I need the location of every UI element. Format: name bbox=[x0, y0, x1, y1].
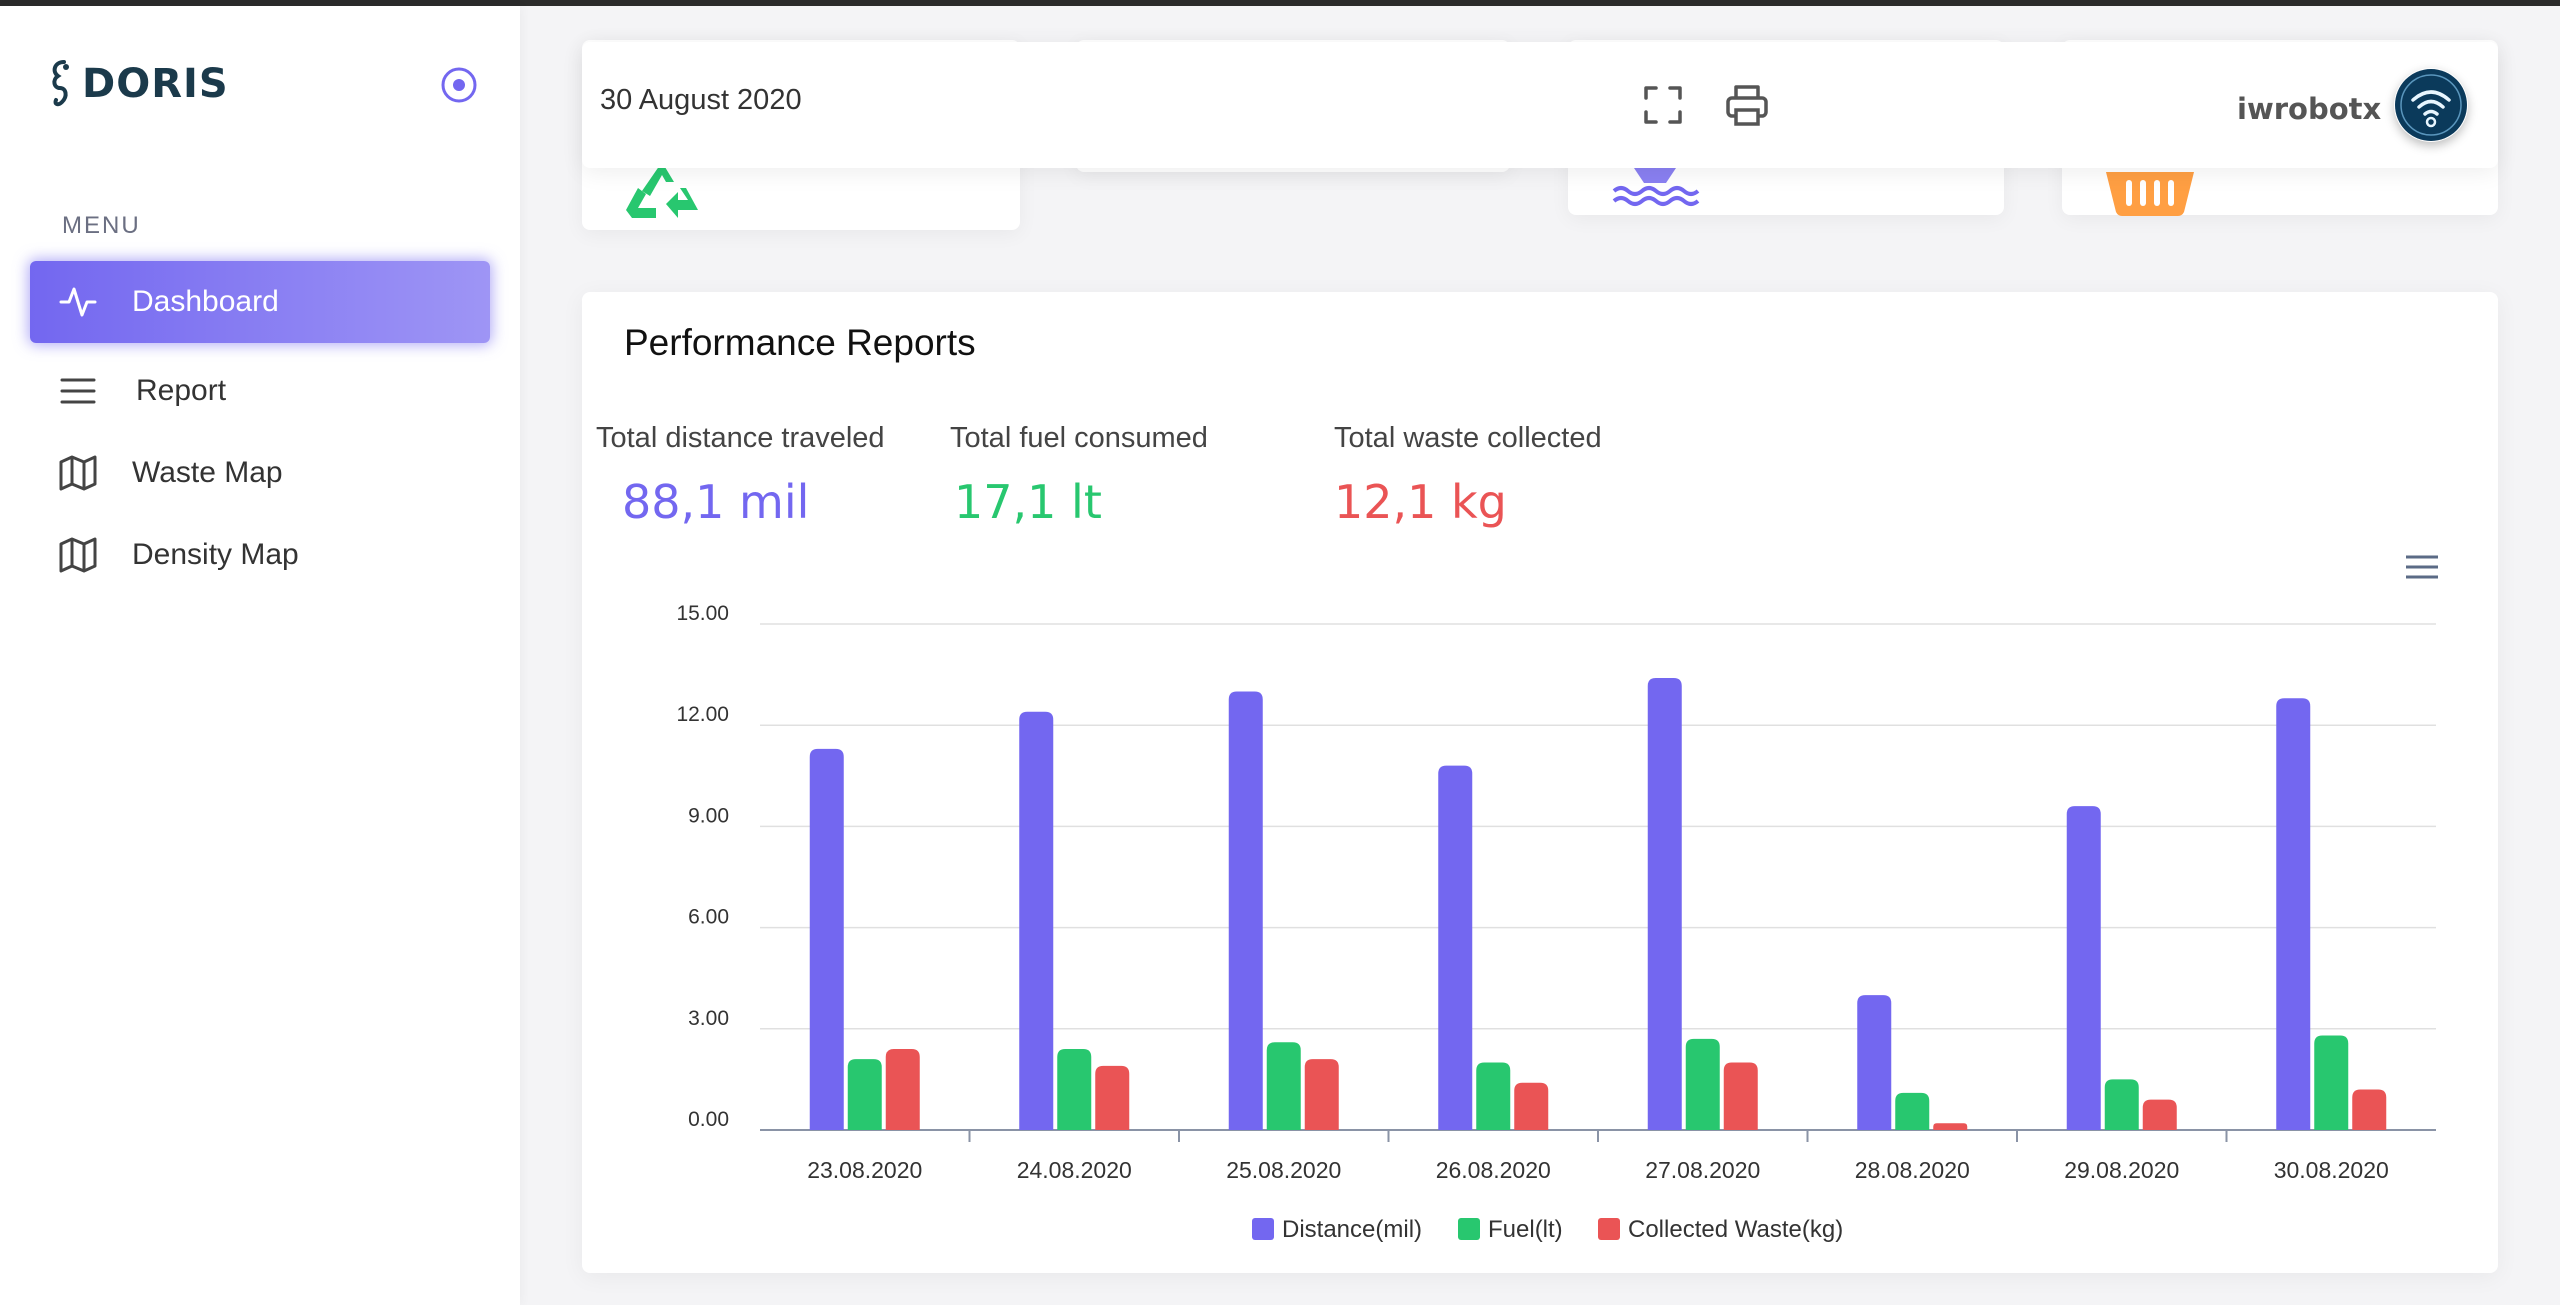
basket-icon bbox=[2106, 172, 2194, 216]
activity-icon bbox=[59, 287, 97, 317]
chart-bar bbox=[2276, 698, 2311, 1130]
chart-bar bbox=[1685, 1038, 1720, 1130]
fullscreen-icon[interactable] bbox=[1640, 82, 1686, 128]
chart-bar bbox=[847, 1059, 882, 1130]
chart-bar bbox=[1933, 1123, 1968, 1130]
y-tick-label: 12.00 bbox=[676, 703, 729, 726]
legend-swatch bbox=[1458, 1218, 1480, 1240]
stat-distance: Total distance traveled 88,1 mil bbox=[596, 422, 885, 529]
legend-label: Fuel(lt) bbox=[1488, 1216, 1563, 1243]
y-tick-label: 9.00 bbox=[688, 804, 729, 827]
top-header: 30 August 2020 iwrobotx bbox=[582, 42, 2498, 168]
username[interactable]: iwrobotx bbox=[2237, 92, 2382, 126]
legend-label: Distance(mil) bbox=[1282, 1216, 1422, 1243]
chart-bar bbox=[1057, 1049, 1092, 1130]
header-date: 30 August 2020 bbox=[600, 84, 802, 116]
x-category-label: 30.08.2020 bbox=[2274, 1157, 2389, 1183]
sidebar-item-label: Waste Map bbox=[132, 456, 283, 489]
chart-bar bbox=[2314, 1035, 2349, 1130]
sidebar-item-waste-map[interactable]: Waste Map bbox=[30, 432, 490, 514]
chart-bar bbox=[1476, 1062, 1511, 1130]
chart-bar bbox=[1438, 765, 1473, 1130]
brand-logo[interactable]: DORIS bbox=[46, 58, 229, 110]
y-tick-label: 6.00 bbox=[688, 906, 729, 929]
chart-bar bbox=[2142, 1099, 2177, 1130]
stat-label: Total distance traveled bbox=[596, 422, 885, 454]
chart-bar bbox=[2066, 806, 2101, 1130]
chart-bar bbox=[1095, 1065, 1130, 1130]
x-category-label: 23.08.2020 bbox=[807, 1157, 922, 1183]
y-tick-label: 0.00 bbox=[688, 1108, 729, 1131]
sidebar-item-label: Report bbox=[136, 374, 227, 407]
chart-bar bbox=[1228, 691, 1263, 1130]
chart-bar bbox=[1723, 1062, 1758, 1130]
sidebar-toggle-icon[interactable] bbox=[438, 64, 480, 106]
stat-value: 12,1 kg bbox=[1334, 475, 1507, 529]
stat-fuel: Total fuel consumed 17,1 lt bbox=[950, 422, 1208, 529]
chart-bar bbox=[1895, 1092, 1930, 1130]
stat-waste: Total waste collected 12,1 kg bbox=[1334, 422, 1602, 529]
legend-swatch bbox=[1598, 1218, 1620, 1240]
chart-bar bbox=[1647, 677, 1682, 1130]
window-top-edge bbox=[0, 0, 2560, 6]
stat-label: Total waste collected bbox=[1334, 422, 1602, 454]
sidebar-item-density-map[interactable]: Density Map bbox=[30, 514, 490, 596]
stat-value: 17,1 lt bbox=[954, 475, 1102, 529]
stat-value: 88,1 mil bbox=[622, 475, 810, 529]
chart-bar bbox=[1304, 1059, 1339, 1130]
menu-section-title: MENU bbox=[62, 212, 141, 239]
chart-bar bbox=[2352, 1089, 2387, 1130]
x-category-label: 28.08.2020 bbox=[1855, 1157, 1970, 1183]
map-icon bbox=[59, 455, 97, 491]
sidebar-item-label: Density Map bbox=[132, 538, 299, 571]
legend-swatch bbox=[1252, 1218, 1274, 1240]
wifi-avatar-icon[interactable] bbox=[2394, 68, 2468, 142]
menu-lines-icon bbox=[60, 378, 96, 404]
x-category-label: 27.08.2020 bbox=[1645, 1157, 1760, 1183]
sidebar-item-label: Dashboard bbox=[132, 285, 279, 318]
water-drain-icon bbox=[1612, 165, 1700, 206]
card-title: Performance Reports bbox=[624, 322, 976, 363]
chart-bar bbox=[2104, 1079, 2139, 1130]
x-category-label: 26.08.2020 bbox=[1436, 1157, 1551, 1183]
y-tick-label: 3.00 bbox=[688, 1007, 729, 1030]
map-icon bbox=[59, 537, 97, 573]
performance-reports-card: 0.00 3.00 6.00 9.00 12.00 15.00 23.08.2020 24.0… bbox=[582, 292, 2498, 1273]
chart-bar bbox=[885, 1049, 920, 1130]
performance-bar-chart: 0.00 3.00 6.00 9.00 12.00 15.00 23.08.2020 24.0… bbox=[676, 602, 2436, 1243]
chart-menu-icon[interactable] bbox=[2404, 552, 2440, 582]
x-category-label: 25.08.2020 bbox=[1226, 1157, 1341, 1183]
x-category-label: 29.08.2020 bbox=[2064, 1157, 2179, 1183]
chart-bar bbox=[1857, 995, 1892, 1130]
sidebar: DORIS MENU Dashboard Report Waste Map bbox=[0, 6, 520, 1305]
seahorse-logo-icon bbox=[52, 60, 69, 107]
chart-bar bbox=[1514, 1082, 1549, 1130]
sidebar-item-report[interactable]: Report bbox=[30, 350, 490, 432]
stat-label: Total fuel consumed bbox=[950, 422, 1208, 454]
print-icon[interactable] bbox=[1724, 82, 1770, 128]
sidebar-item-dashboard[interactable]: Dashboard bbox=[30, 261, 490, 343]
chart-bar bbox=[809, 748, 844, 1130]
chart-bar bbox=[1019, 711, 1054, 1130]
recycle-icon bbox=[626, 162, 698, 218]
brand-name: DORIS bbox=[82, 61, 229, 107]
x-category-label: 24.08.2020 bbox=[1017, 1157, 1132, 1183]
y-tick-label: 15.00 bbox=[676, 602, 729, 625]
legend-label: Collected Waste(kg) bbox=[1628, 1216, 1843, 1243]
chart-bar bbox=[1266, 1042, 1301, 1130]
